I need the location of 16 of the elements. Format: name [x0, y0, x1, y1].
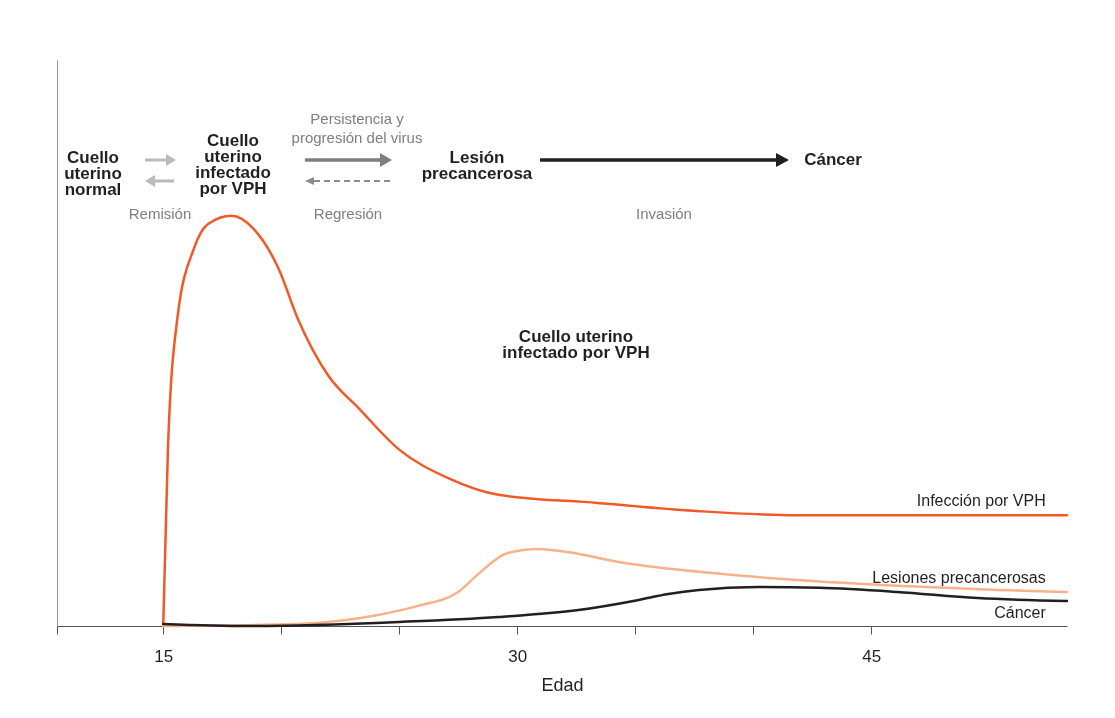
annotation: Regresión — [313, 205, 383, 222]
text: Cuello uterino normal — [64, 148, 122, 199]
series-label: Lesiones precancerosas — [872, 568, 1046, 586]
text: Lesión precancerosa — [421, 148, 533, 183]
annotation: Remisión — [128, 205, 192, 222]
annotation: Cuello uterino infectado por VPH — [502, 327, 650, 362]
x-tick-label: 45 — [862, 646, 882, 666]
series-label: Cáncer — [994, 603, 1047, 621]
series-label: Infección por VPH — [916, 492, 1046, 510]
x-tick-label: 15 — [154, 646, 174, 666]
annotation: Invasión — [636, 205, 692, 222]
x-axis-title: Edad — [541, 674, 584, 695]
text: Cuello uterino infectado por VPH — [195, 131, 271, 198]
text: Persistencia y progresión del virus — [291, 110, 423, 146]
x-tick-label: 30 — [508, 646, 528, 666]
text: Cáncer — [804, 150, 863, 169]
